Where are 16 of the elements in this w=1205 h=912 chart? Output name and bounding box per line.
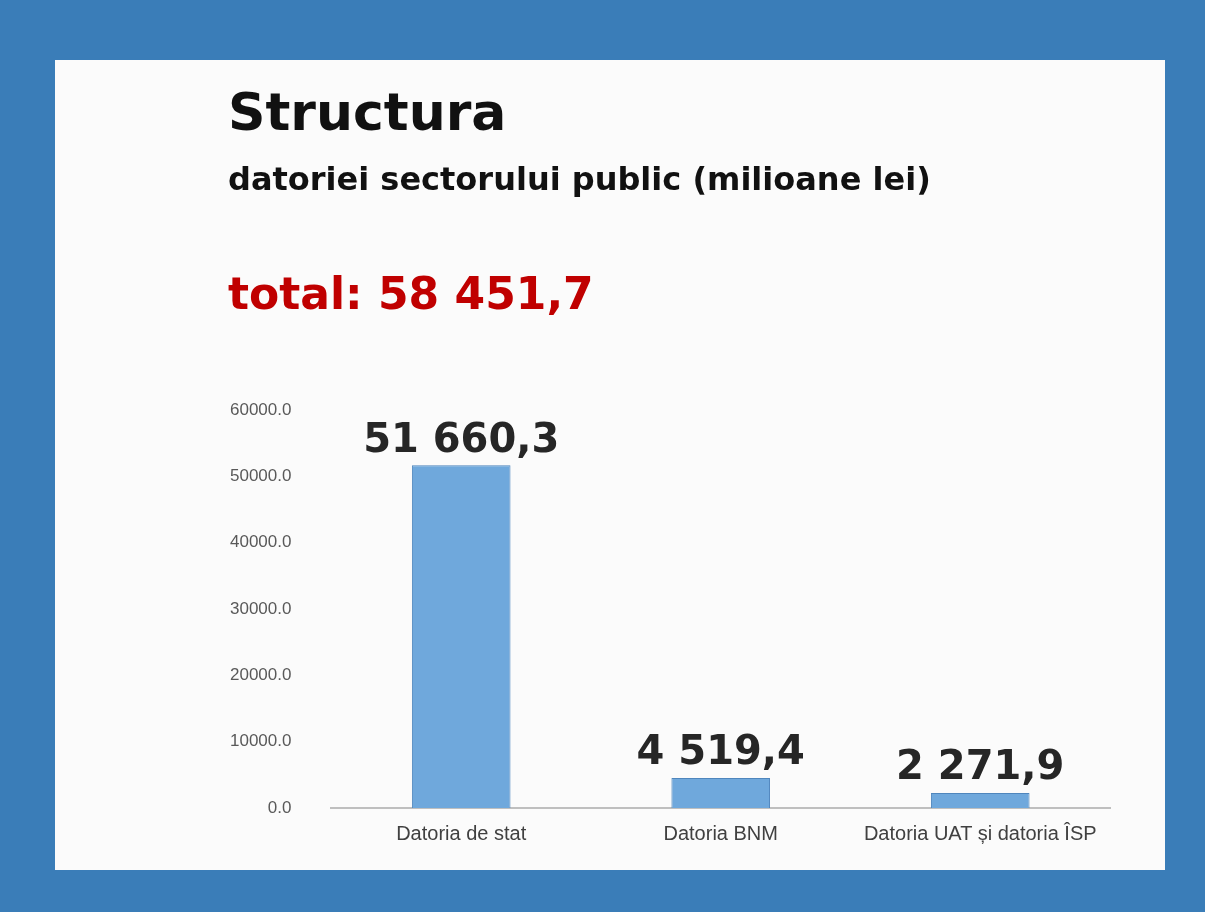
data-label: 51 660,3 <box>363 414 560 461</box>
y-tick-label: 40000.0 <box>230 532 292 552</box>
x-tick-label: Datoria BNM <box>663 821 778 844</box>
data-label: 2 271,9 <box>896 742 1065 789</box>
text: total: 58 451,7 <box>228 268 594 319</box>
data-label: 4 519,4 <box>636 727 805 774</box>
chart-title: Structura <box>228 82 507 142</box>
x-tick-label: Datoria UAT și datoria ÎSP <box>863 821 1097 844</box>
chart-subtitle: datoriei sectorului public (milioane lei) <box>228 160 931 198</box>
y-tick-label: 60000.0 <box>230 399 292 419</box>
x-tick-label: Datoria de stat <box>396 821 527 844</box>
y-tick-label: 50000.0 <box>230 466 292 486</box>
y-tick-label: 20000.0 <box>230 665 292 685</box>
y-tick-label: 0.0 <box>267 797 292 817</box>
y-tick-label: 30000.0 <box>230 598 292 618</box>
y-tick-label: 10000.0 <box>230 731 292 751</box>
